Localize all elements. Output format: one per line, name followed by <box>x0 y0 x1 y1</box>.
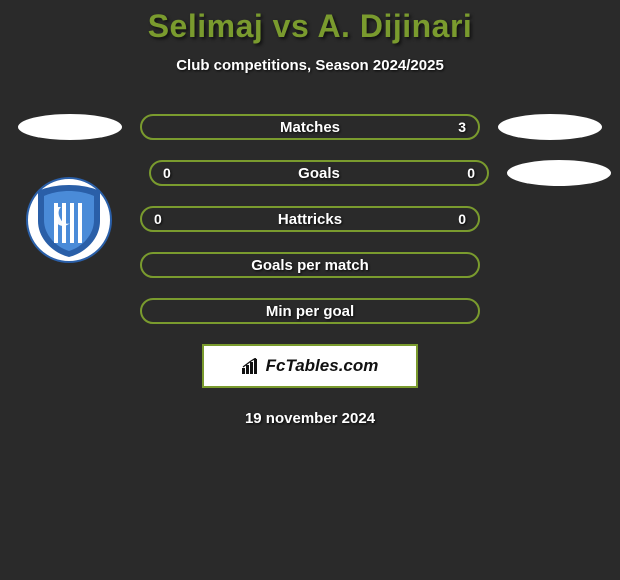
stat-value-right: 0 <box>467 165 475 181</box>
stat-value-right: 3 <box>458 119 466 135</box>
stat-value-left: 0 <box>163 165 171 181</box>
spacer <box>498 206 602 232</box>
stat-pill: Matches3 <box>140 114 480 140</box>
bar-chart-icon <box>242 358 262 374</box>
stat-label: Hattricks <box>142 211 478 228</box>
brand-logo[interactable]: FcTables.com <box>202 344 418 388</box>
date-label: 19 november 2024 <box>0 410 620 427</box>
stat-value-left: 0 <box>154 211 162 227</box>
stat-pill: Min per goal <box>140 298 480 324</box>
spacer <box>18 298 122 324</box>
spacer <box>498 298 602 324</box>
stat-label: Goals <box>151 165 487 182</box>
stat-row: Matches3 <box>0 114 620 140</box>
stat-label: Min per goal <box>142 303 478 320</box>
club-badge-left <box>20 177 118 263</box>
stat-pill: 0Hattricks0 <box>140 206 480 232</box>
stat-row: Min per goal <box>0 298 620 324</box>
player-marker-right <box>498 114 602 140</box>
stat-value-right: 0 <box>458 211 466 227</box>
stat-label: Matches <box>142 119 478 136</box>
page-title: Selimaj vs A. Dijinari <box>0 8 620 45</box>
player-marker-right <box>507 160 611 186</box>
player-marker-left <box>18 114 122 140</box>
brand-text: FcTables.com <box>266 356 379 376</box>
shield-icon <box>20 177 118 263</box>
brand-logo-content: FcTables.com <box>242 356 379 376</box>
spacer <box>498 252 602 278</box>
stat-label: Goals per match <box>142 257 478 274</box>
stat-pill: 0Goals0 <box>149 160 489 186</box>
subtitle: Club competitions, Season 2024/2025 <box>0 57 620 74</box>
stat-pill: Goals per match <box>140 252 480 278</box>
